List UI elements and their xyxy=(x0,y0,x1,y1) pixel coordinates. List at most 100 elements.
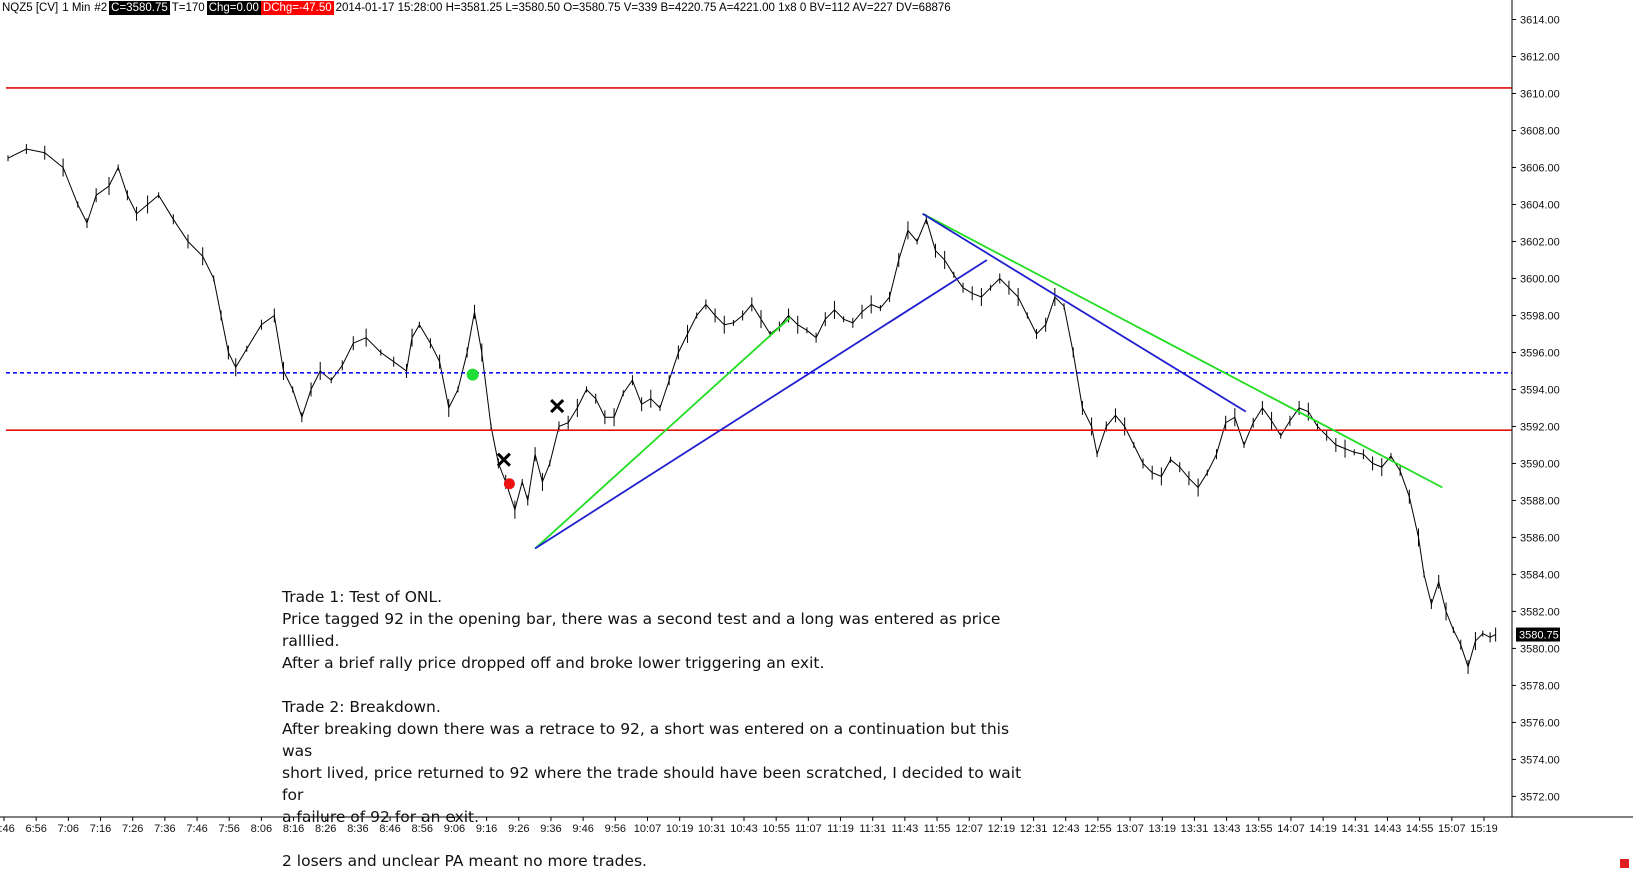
time-tick-label: 11:55 xyxy=(924,823,951,835)
exit-x-marker xyxy=(550,399,565,414)
price-tick-label: 3602.00 xyxy=(1520,236,1560,248)
interval-label: 1 Min xyxy=(62,2,91,14)
price-tick-label: 3572.00 xyxy=(1520,791,1560,803)
time-tick-label: 14:31 xyxy=(1342,823,1370,835)
ticks-readout: T=170 xyxy=(171,2,205,14)
last-price-label: 3580.75 xyxy=(1519,630,1559,642)
note-line: After breaking down there was a retrace … xyxy=(282,720,1010,760)
price-tick-label: 3594.00 xyxy=(1520,384,1560,396)
price-tick-label: 3588.00 xyxy=(1520,495,1560,507)
level-lines-layer xyxy=(6,87,1512,431)
time-tick-label: 7:06 xyxy=(58,823,79,835)
time-tick-label: 6:46 xyxy=(0,823,15,835)
blue-trend-line xyxy=(534,259,988,550)
symbol-label: NQZ5 [CV] xyxy=(2,2,59,14)
time-tick-label: 12:31 xyxy=(1020,823,1048,835)
change-readout: Chg=0.00 xyxy=(206,1,261,15)
note-line: short lived, price returned to 92 where … xyxy=(282,764,1022,804)
time-tick-label: 13:19 xyxy=(1148,823,1176,835)
time-tick-label: 8:46 xyxy=(379,823,400,835)
note-line: Trade 1: Test of ONL. xyxy=(282,588,443,606)
time-tick-label: 8:06 xyxy=(251,823,272,835)
time-tick-label: 7:26 xyxy=(122,823,143,835)
time-tick-label: 10:19 xyxy=(666,823,694,835)
price-tick-label: 3590.00 xyxy=(1520,458,1560,470)
note-gap xyxy=(282,828,1042,850)
time-tick-label: 7:56 xyxy=(219,823,240,835)
time-tick-label: 12:07 xyxy=(955,823,983,835)
axes-layer: 3614.00 3612.00 3610.00 3608.00 3606.00 3604.… xyxy=(0,0,1633,835)
time-tick-label: 9:46 xyxy=(572,823,593,835)
price-tick-label: 3600.00 xyxy=(1520,273,1560,285)
time-tick-label: 8:16 xyxy=(283,823,304,835)
trend-lines-layer xyxy=(534,212,1443,550)
price-tick-label: 3606.00 xyxy=(1520,162,1560,174)
note-line: Price tagged 92 in the opening bar, ther… xyxy=(282,610,1001,650)
price-tick-label: 3614.00 xyxy=(1520,15,1560,27)
price-tick-label: 3596.00 xyxy=(1520,347,1560,359)
price-tick-label: 3574.00 xyxy=(1520,754,1560,766)
price-tick-label: 3584.00 xyxy=(1520,569,1560,581)
time-tick-label: 12:55 xyxy=(1084,823,1112,835)
time-tick-label: 14:07 xyxy=(1277,823,1305,835)
blue-trend-line xyxy=(922,212,1247,413)
time-tick-label: 9:56 xyxy=(605,823,626,835)
time-tick-label: 8:56 xyxy=(412,823,433,835)
corner-indicator[interactable] xyxy=(1620,859,1629,868)
time-tick-label: 9:06 xyxy=(444,823,465,835)
daily-change-readout: DChg=-47.50 xyxy=(260,1,334,15)
trade-notes: Trade 1: Test of ONL. Price tagged 92 in… xyxy=(282,586,1042,872)
time-tick-label: 11:43 xyxy=(892,823,919,835)
chart-id-label: #2 xyxy=(94,2,108,14)
time-tick-label: 10:07 xyxy=(634,823,662,835)
time-tick-label: 14:43 xyxy=(1374,823,1402,835)
note-line: 2 losers and unclear PA meant no more tr… xyxy=(282,852,647,870)
time-tick-label: 10:43 xyxy=(730,823,758,835)
time-tick-label: 13:43 xyxy=(1213,823,1241,835)
long-entry-marker xyxy=(466,368,479,381)
time-tick-label: 11:31 xyxy=(859,823,886,835)
time-tick-label: 7:16 xyxy=(90,823,111,835)
time-tick-label: 12:19 xyxy=(988,823,1016,835)
green-trend-line xyxy=(922,212,1443,489)
price-tick-label: 3610.00 xyxy=(1520,88,1560,100)
time-tick-label: 9:16 xyxy=(476,823,497,835)
time-tick-label: 9:36 xyxy=(540,823,561,835)
time-tick-label: 11:07 xyxy=(795,823,822,835)
time-tick-label: 13:07 xyxy=(1116,823,1144,835)
price-tick-label: 3578.00 xyxy=(1520,680,1560,692)
close-readout: C=3580.75 xyxy=(109,1,170,15)
time-tick-label: 13:31 xyxy=(1181,823,1209,835)
price-tick-label: 3608.00 xyxy=(1520,125,1560,137)
exit-x-marker xyxy=(496,452,511,467)
price-tick-label: 3576.00 xyxy=(1520,717,1560,729)
note-line: Trade 2: Breakdown. xyxy=(282,698,441,716)
time-tick-label: 14:55 xyxy=(1406,823,1434,835)
time-tick-label: 15:07 xyxy=(1438,823,1466,835)
last-price-badge xyxy=(1516,627,1560,642)
short-entry-marker xyxy=(503,478,515,490)
note-line: a failure of 92 for an exit. xyxy=(282,808,480,826)
price-tick-label: 3580.00 xyxy=(1520,643,1560,655)
price-tick-label: 3586.00 xyxy=(1520,532,1560,544)
time-tick-label: 7:46 xyxy=(186,823,207,835)
time-tick-label: 13:55 xyxy=(1245,823,1273,835)
chart-header: NQZ5 [CV] 1 Min #2 C=3580.75 T=170 Chg=0… xyxy=(0,0,953,16)
price-tick-label: 3582.00 xyxy=(1520,606,1560,618)
time-tick-label: 6:56 xyxy=(25,823,46,835)
time-tick-label: 7:36 xyxy=(154,823,175,835)
time-tick-label: 10:31 xyxy=(698,823,726,835)
note-gap xyxy=(282,674,1042,696)
time-tick-label: 9:26 xyxy=(508,823,529,835)
time-tick-label: 14:19 xyxy=(1309,823,1337,835)
price-tick-label: 3592.00 xyxy=(1520,421,1560,433)
time-tick-label: 8:26 xyxy=(315,823,336,835)
note-line: After a brief rally price dropped off an… xyxy=(282,654,825,672)
time-tick-label: 12:43 xyxy=(1052,823,1080,835)
bar-stats-readout: 2014-01-17 15:28:00 H=3581.25 L=3580.50 … xyxy=(335,2,951,14)
price-tick-label: 3612.00 xyxy=(1520,51,1560,63)
trade-markers-layer xyxy=(466,368,565,490)
green-trend-line xyxy=(534,316,791,550)
price-tick-label: 3604.00 xyxy=(1520,199,1560,211)
